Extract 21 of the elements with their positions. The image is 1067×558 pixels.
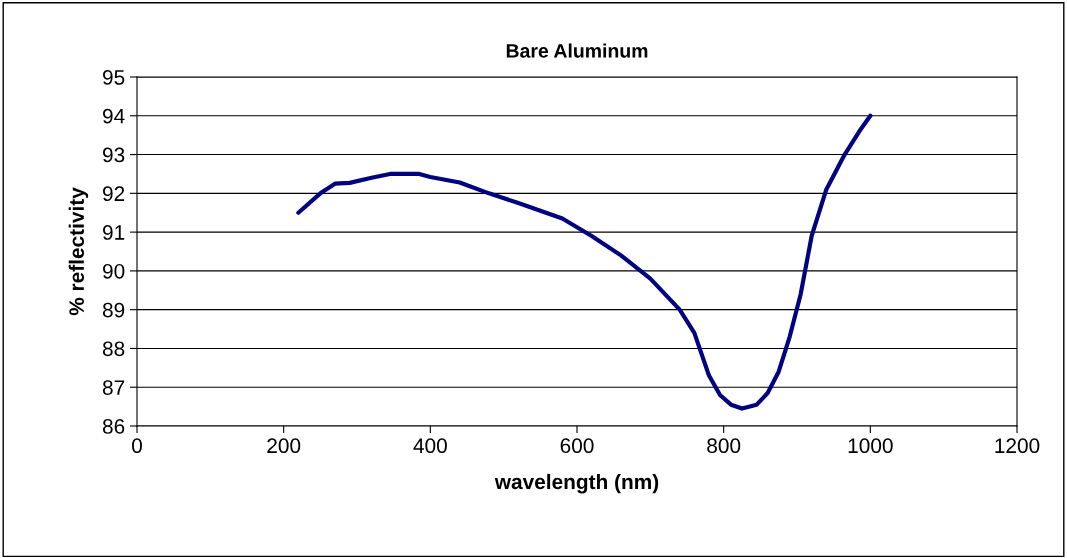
line-series (296, 113, 873, 411)
chart-title: Bare Aluminum (506, 43, 648, 58)
x-tick-label: 600 (560, 438, 594, 454)
y-tick-label: 95 (103, 70, 125, 85)
y-tick-label: 94 (103, 108, 125, 124)
x-tick-label: 0 (132, 438, 142, 454)
x-tick-label: 200 (267, 438, 301, 454)
y-tick-label: 89 (102, 302, 125, 318)
y-tick-label: 88 (102, 341, 125, 357)
y-tick-label: 90 (103, 263, 125, 279)
x-tick-label: 400 (413, 438, 447, 454)
y-axis-title: % reflectivity (68, 187, 89, 316)
x-tick-label: 800 (707, 438, 741, 454)
y-tick-label: 86 (102, 419, 125, 434)
y-tick-label: 92 (103, 186, 125, 202)
y-tick-label: 93 (103, 147, 125, 163)
x-tick-label: 1000 (848, 438, 893, 454)
x-axis-title: wavelength (nm) (494, 473, 659, 494)
y-tick-label: 91 (103, 225, 125, 240)
x-tick-label: 1200 (995, 438, 1040, 454)
y-tick-label: 87 (102, 380, 125, 395)
